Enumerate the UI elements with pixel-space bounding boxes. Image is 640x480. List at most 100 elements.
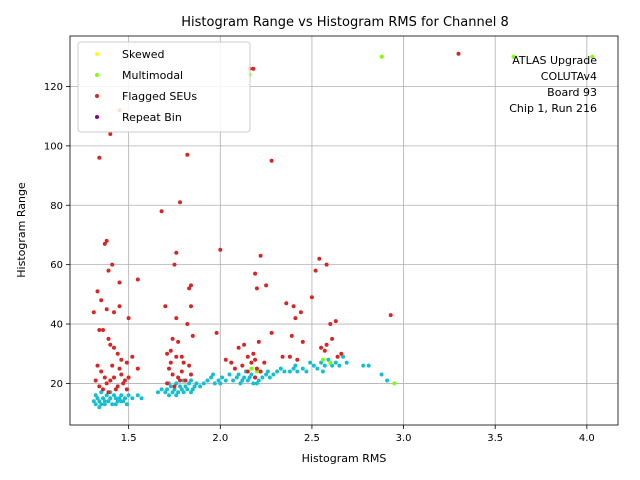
data-point [101,387,105,392]
data-point [293,316,298,321]
data-point [379,54,384,59]
data-point [106,268,111,273]
data-point [264,283,269,288]
data-point [91,310,96,315]
data-point [190,387,195,392]
data-point [110,402,115,407]
data-point [163,304,168,309]
data-point [115,399,120,404]
data-point [189,372,193,377]
data-point [209,375,214,380]
data-point [192,384,197,389]
legend-marker [95,115,99,119]
data-point [99,369,104,374]
data-point [174,316,179,321]
data-point [97,155,102,160]
data-point [123,396,127,401]
data-point [108,132,113,136]
annotation-line: COLUTAv4 [541,70,597,83]
data-point [106,336,111,341]
data-point [223,357,228,362]
data-point [126,393,131,398]
data-point [326,357,331,362]
data-point [172,387,177,392]
data-point [185,387,190,392]
data-point [344,360,349,365]
data-point [328,360,333,365]
data-point [91,399,96,404]
data-point [245,378,250,383]
data-point [218,247,223,252]
data-point [253,357,258,362]
data-point [330,336,335,341]
legend: Skewed Multimodal Flagged SEUs Repeat Bin [77,41,251,133]
data-point [271,372,276,377]
data-point [187,381,192,386]
data-point [320,369,325,374]
data-point [185,152,190,157]
data-point [253,375,258,380]
data-point [256,378,261,383]
data-point [236,372,241,377]
data-point [240,378,245,383]
data-point [179,354,184,359]
data-point [229,360,234,365]
data-point [590,54,595,59]
data-point [231,378,236,383]
data-point [220,375,225,380]
annotation-line: Chip 1, Run 216 [509,102,597,115]
data-point [108,342,113,347]
data-point [181,360,186,365]
data-point [119,357,124,362]
data-point [319,360,324,365]
data-point [339,351,344,356]
data-point [185,322,190,326]
data-point [269,330,274,335]
data-point [183,384,188,389]
data-point [232,366,237,371]
data-point [267,375,272,380]
y-tick-label: 40 [50,320,63,331]
data-point [126,375,131,380]
y-tick-label: 20 [50,379,63,390]
data-point [300,366,305,371]
data-point [256,339,261,344]
data-point [189,378,193,383]
data-point [179,387,184,392]
data-point [93,402,98,407]
data-point [187,363,192,368]
data-point [324,342,329,347]
data-point [93,393,98,398]
chart-title: Histogram Range vs Histogram RMS for Cha… [181,15,509,30]
data-point [119,393,124,398]
data-point [341,354,346,359]
data-point [159,209,164,214]
data-point [385,378,390,383]
legend-label: Multimodal [122,69,183,82]
data-point [328,322,333,326]
data-point [102,399,107,404]
data-point [320,357,325,362]
data-point [93,378,98,383]
data-point [135,277,140,282]
data-point [115,351,120,356]
data-point [284,301,289,306]
data-point [99,402,104,407]
data-point [174,250,179,255]
series-3 [91,51,461,395]
data-point [245,369,250,374]
x-tick-label: 3.5 [487,433,503,444]
data-point [159,387,164,392]
data-point [126,316,131,321]
data-point [172,384,177,389]
data-point [293,363,298,368]
legend-marker [95,52,99,56]
y-axis-label: Histogram Range [15,182,28,278]
data-point [113,387,118,392]
data-point [313,268,318,273]
data-point [167,366,171,371]
data-point [102,375,107,380]
data-point [167,393,171,398]
data-point [170,390,175,395]
